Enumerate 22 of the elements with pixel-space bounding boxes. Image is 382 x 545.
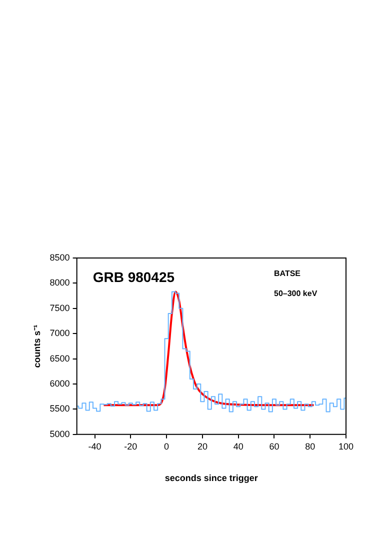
y-tick-label: 5500 [50,404,70,414]
annotation: BATSE [274,269,302,278]
y-tick-label: 7500 [50,302,70,313]
y-tick-label: 5000 [50,428,70,439]
x-tick-label: 100 [338,441,354,452]
x-tick-label: -20 [124,441,138,452]
x-axis-title: seconds since trigger [164,473,258,484]
x-tick-label: -40 [88,441,102,452]
annotation: 50–300 keV [274,289,318,298]
x-tick-label: 60 [269,441,280,452]
y-tick-label: 8000 [50,278,70,288]
y-tick-label: 6000 [50,378,70,388]
y-tick-label: 7000 [50,328,70,338]
y-axis-title: counts s⁻¹ [32,324,42,368]
line-series [102,290,315,406]
x-tick-label: 20 [197,441,208,452]
x-tick-label: 40 [233,441,244,452]
y-tick-label: 8500 [50,252,70,262]
x-tick-label: 80 [305,441,316,452]
annotation: GRB 980425 [92,268,175,285]
y-tick-label: 6500 [50,353,70,364]
x-tick-label: 0 [164,441,170,452]
